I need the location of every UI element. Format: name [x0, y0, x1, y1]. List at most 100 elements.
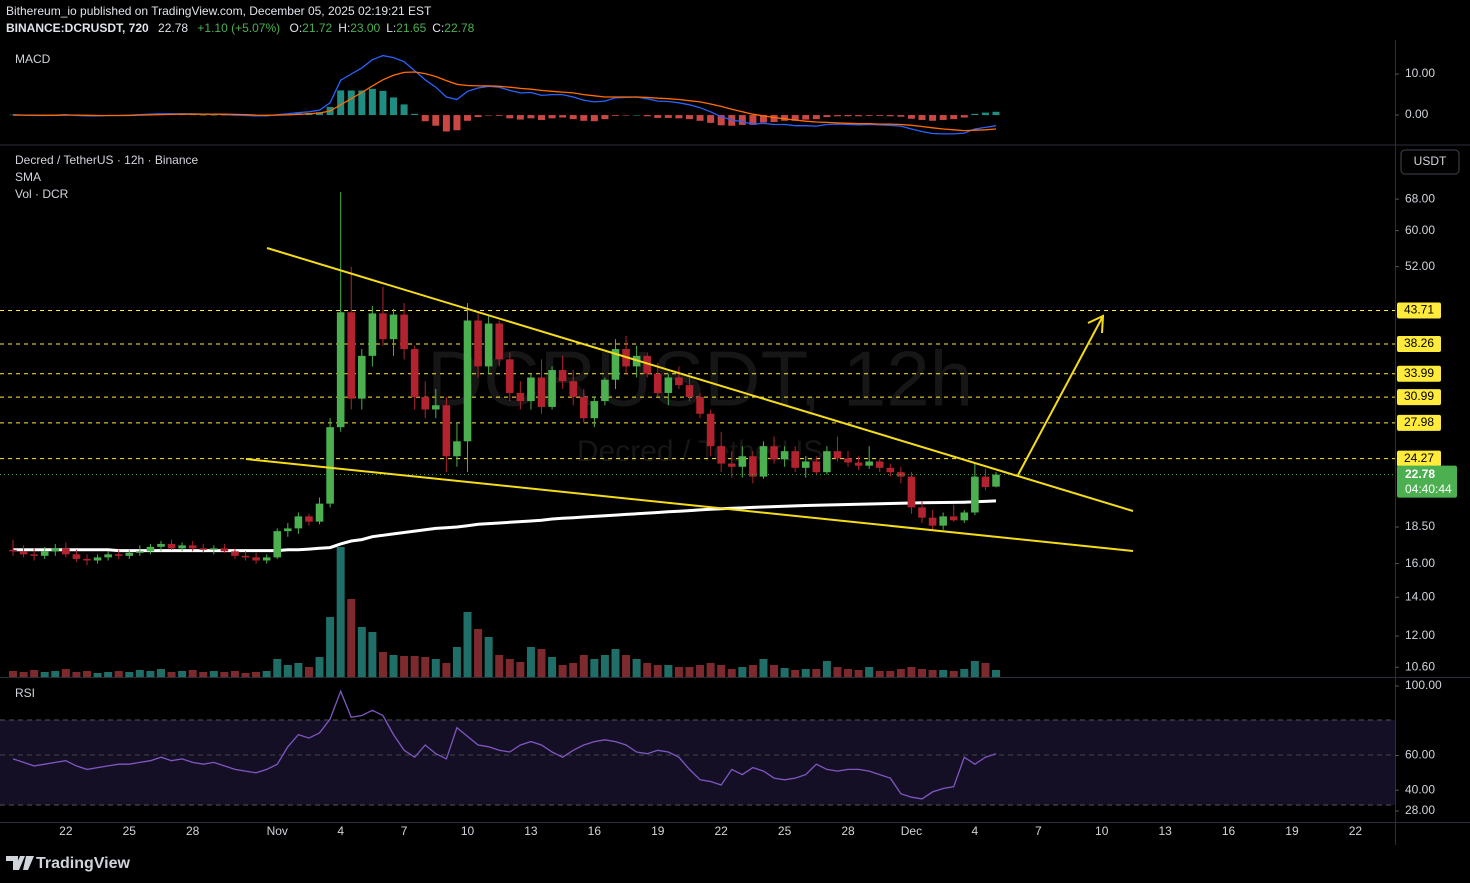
x-tick-label: 4	[337, 824, 344, 838]
volume-bar	[548, 657, 557, 677]
volume-bar	[833, 667, 842, 677]
volume-bar	[505, 659, 514, 677]
volume-bar	[822, 661, 831, 677]
candle-body	[188, 545, 197, 549]
level-box	[1397, 414, 1441, 431]
candle-body	[9, 549, 17, 552]
candle-body	[717, 446, 725, 464]
histogram-bar	[833, 115, 841, 117]
y-tick-label: 100.00	[1405, 678, 1442, 692]
candle-body	[706, 413, 715, 447]
histogram-bar	[189, 114, 197, 116]
histogram-bar	[643, 115, 651, 117]
volume-bar	[865, 667, 874, 677]
volume-bar	[125, 672, 134, 677]
plot-layer: 10.00 0.00 22 25 28 Nov 4 7 10 13 16 19 22 25 28 Dec 4 7 1…	[0, 54, 1457, 838]
change: +1.10 (+5.07%)	[197, 21, 280, 35]
candle-body	[157, 543, 165, 547]
candle-body	[696, 396, 704, 414]
histogram-bar	[633, 115, 641, 116]
candle-body	[474, 320, 482, 367]
volume-bar	[167, 672, 176, 677]
candle-body	[262, 557, 271, 561]
histogram-bar	[622, 115, 630, 116]
candle-body	[971, 476, 979, 513]
series-line	[13, 71, 997, 132]
histogram-bar	[950, 115, 958, 120]
volume-label: Vol · DCR	[15, 187, 69, 201]
candle-body	[886, 467, 895, 473]
candle-body	[83, 558, 91, 561]
volume-bar	[717, 665, 726, 677]
volume-bar	[104, 672, 113, 677]
series-line	[12, 689, 997, 800]
histogram-bar	[453, 115, 461, 131]
histogram-bar	[178, 114, 186, 116]
candle-body	[738, 456, 747, 467]
volume-bar	[579, 655, 588, 677]
volume-bar	[960, 669, 969, 677]
candle-body	[685, 385, 694, 397]
currency-label[interactable]: USDT	[1414, 154, 1447, 168]
histogram-bar	[844, 115, 852, 117]
volume-bar	[93, 673, 102, 677]
y-tick-label: 12.00	[1405, 628, 1435, 642]
candle-body	[960, 512, 969, 521]
rsi-band	[0, 720, 1395, 805]
histogram-bar	[823, 115, 831, 118]
volume-bar	[780, 668, 789, 677]
candle-body	[579, 396, 588, 419]
volume-bar	[886, 671, 895, 677]
ohlc-label: L:	[386, 21, 396, 35]
x-tick-label: 7	[1035, 824, 1042, 838]
histogram-bar	[421, 115, 429, 122]
y-tick-label: 16.00	[1405, 556, 1435, 570]
candle-body	[611, 349, 620, 380]
candle-body	[463, 320, 472, 442]
histogram-bar	[907, 115, 915, 119]
candle-body	[939, 516, 947, 526]
candle-body	[601, 379, 609, 402]
volume-bar	[981, 663, 990, 677]
volume-bar	[283, 665, 292, 677]
candle-body	[40, 551, 49, 556]
histogram-bar	[611, 115, 619, 116]
histogram-bar	[379, 90, 387, 116]
histogram-bar	[685, 115, 693, 120]
volume-bar	[685, 667, 694, 677]
volume-bar	[844, 669, 853, 677]
candle-body	[30, 554, 38, 556]
ohlc-value: 21.65	[396, 21, 426, 35]
volume-bar	[156, 669, 165, 677]
histogram-bar	[781, 115, 789, 121]
candle-body	[537, 377, 546, 407]
volume-bar	[738, 667, 747, 677]
candle-body	[294, 516, 303, 529]
candle-body	[770, 446, 778, 460]
volume-bar	[347, 599, 356, 677]
candle-body	[918, 507, 926, 518]
volume-bar	[558, 665, 567, 677]
volume-bar	[495, 655, 504, 677]
candle-body	[643, 355, 651, 374]
histogram-bar	[347, 90, 355, 116]
currency-button[interactable]	[1400, 149, 1460, 175]
histogram-bar	[960, 115, 968, 118]
volume-bar	[19, 672, 28, 677]
volume-bar	[199, 672, 208, 677]
histogram-bar	[337, 90, 345, 116]
histogram-bar	[548, 115, 556, 119]
volume-bar	[569, 663, 578, 677]
volume-bar	[875, 671, 884, 677]
x-tick-label: 25	[778, 824, 792, 838]
x-tick-label: 10	[461, 824, 475, 838]
volume-bar	[146, 671, 155, 677]
histogram-bar	[569, 115, 577, 120]
level-label: 30.99	[1404, 389, 1434, 403]
candle-body	[875, 461, 884, 468]
histogram-bar	[717, 115, 725, 126]
candle-body	[928, 517, 937, 526]
volume-bar	[706, 663, 715, 677]
histogram-bar	[400, 104, 408, 116]
